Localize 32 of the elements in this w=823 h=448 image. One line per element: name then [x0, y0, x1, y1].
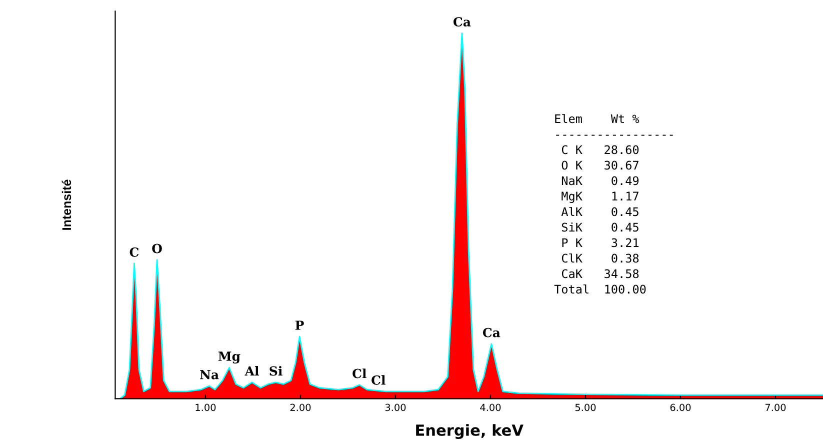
annotation: C — [130, 247, 139, 257]
annotation: Ca — [453, 17, 471, 27]
x-tick-label: 4.00 — [480, 404, 501, 412]
y-axis-title: Intensité — [62, 180, 72, 230]
annotation: MgK 1.17 — [562, 192, 638, 203]
annotation: O — [152, 244, 162, 254]
annotation: Total 100.00 — [554, 284, 646, 294]
annotation: NaK 0.49 — [562, 176, 639, 186]
x-tick-label: 6.00 — [670, 404, 691, 412]
annotation: P — [295, 320, 304, 330]
annotation: SiK 0.45 — [562, 222, 638, 232]
annotation: P K 3.21 — [562, 238, 639, 248]
annotation: CaK 34.58 — [562, 269, 639, 278]
annotation: Cl — [372, 375, 386, 385]
annotation: Al — [244, 366, 259, 376]
annotation: ClK 0.38 — [562, 253, 639, 263]
annotation: ----------------- — [556, 134, 673, 136]
annotation: Si — [270, 366, 282, 376]
annotation: O K 30.67 — [562, 160, 638, 170]
annotation: Cl — [352, 368, 366, 378]
annotation: Na — [200, 370, 219, 380]
x-tick-label: 2.00 — [290, 404, 311, 412]
x-tick-label: 5.00 — [575, 404, 596, 412]
x-tick-label: 3.00 — [385, 404, 406, 412]
x-tick-label: 7.00 — [765, 404, 786, 412]
annotation: C K 28.60 — [562, 145, 639, 154]
annotation: Ca — [482, 328, 500, 338]
x-axis-title: Energie, keV — [416, 424, 524, 440]
annotation: Mg — [218, 352, 240, 364]
x-tick-label: 1.00 — [196, 404, 216, 412]
annotation: AlK 0.45 — [561, 206, 638, 216]
annotation: Elem Wt % — [555, 114, 640, 124]
